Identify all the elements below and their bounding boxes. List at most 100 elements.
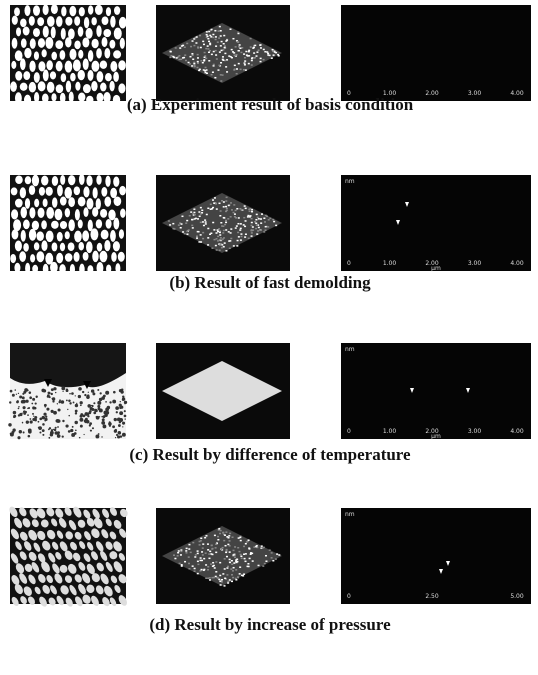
speck <box>200 60 202 62</box>
speck <box>21 400 25 404</box>
speck <box>260 222 262 224</box>
speck <box>236 245 238 247</box>
speck <box>184 54 186 56</box>
dot <box>119 186 126 196</box>
speck <box>213 65 215 67</box>
speck <box>62 435 64 437</box>
speck <box>13 415 16 418</box>
dot <box>46 207 54 219</box>
speck <box>213 239 215 241</box>
dot <box>51 52 57 61</box>
speck <box>118 424 121 427</box>
speck <box>203 570 205 572</box>
speck <box>247 215 249 217</box>
speck <box>258 565 260 567</box>
dot <box>87 198 94 209</box>
speck <box>194 218 196 220</box>
dot <box>109 40 115 49</box>
speck <box>245 208 247 210</box>
dot <box>52 242 58 251</box>
speck <box>52 400 54 402</box>
dot <box>88 70 94 81</box>
speck <box>268 219 270 221</box>
speck <box>216 249 218 251</box>
speck <box>61 386 65 390</box>
dot <box>60 221 67 229</box>
speck <box>222 547 224 549</box>
dot <box>88 50 93 62</box>
speck <box>251 222 253 224</box>
speck <box>240 233 242 235</box>
speck <box>169 57 171 59</box>
dot <box>57 232 63 242</box>
dot <box>103 29 111 37</box>
dot <box>92 207 98 217</box>
speck <box>90 430 92 432</box>
speck <box>272 560 274 562</box>
speck <box>29 396 32 399</box>
speck <box>206 34 208 36</box>
dot <box>118 83 125 93</box>
speck <box>188 563 190 565</box>
dot <box>29 229 36 241</box>
dot <box>96 48 102 58</box>
speck <box>240 556 242 558</box>
speck <box>200 241 202 243</box>
dot <box>23 243 29 252</box>
speck <box>212 37 214 39</box>
dot <box>60 243 65 251</box>
speck <box>205 221 207 223</box>
speck <box>223 43 225 45</box>
speck <box>192 565 194 567</box>
dot <box>24 95 31 105</box>
speck <box>55 427 57 429</box>
speck <box>250 46 252 48</box>
speck <box>244 60 246 62</box>
speck <box>177 555 179 557</box>
speck <box>19 395 22 398</box>
speck <box>185 222 187 224</box>
dot <box>29 16 35 26</box>
speck <box>277 54 279 56</box>
dot <box>42 94 49 104</box>
speck <box>178 224 180 226</box>
speck <box>68 400 71 403</box>
speck <box>11 431 14 434</box>
speck <box>239 566 241 568</box>
speck <box>79 418 83 422</box>
speck <box>14 428 16 430</box>
speck <box>209 551 211 553</box>
speck <box>80 425 83 428</box>
dot <box>91 17 96 25</box>
speck <box>19 430 22 433</box>
speck <box>22 422 23 423</box>
speck <box>103 425 107 429</box>
speck <box>230 568 232 570</box>
speck <box>260 61 262 63</box>
speck <box>68 415 69 416</box>
speck <box>217 577 219 579</box>
speck <box>101 436 102 437</box>
speck <box>233 245 235 247</box>
dot <box>56 253 63 264</box>
dot <box>103 92 110 103</box>
speck <box>109 421 111 423</box>
speck <box>240 236 242 238</box>
speck <box>261 545 263 547</box>
speck <box>235 46 237 48</box>
dot <box>113 218 119 230</box>
dot <box>113 241 120 251</box>
speck <box>26 420 29 423</box>
dot <box>68 175 75 185</box>
speck <box>276 553 278 555</box>
speck <box>32 413 34 415</box>
speck <box>266 215 268 217</box>
speck <box>213 577 215 579</box>
speck <box>225 206 227 208</box>
speck <box>50 433 53 436</box>
speck <box>189 215 191 217</box>
speck <box>188 556 190 558</box>
dot <box>30 38 36 48</box>
speck <box>219 215 221 217</box>
speck <box>201 551 203 553</box>
